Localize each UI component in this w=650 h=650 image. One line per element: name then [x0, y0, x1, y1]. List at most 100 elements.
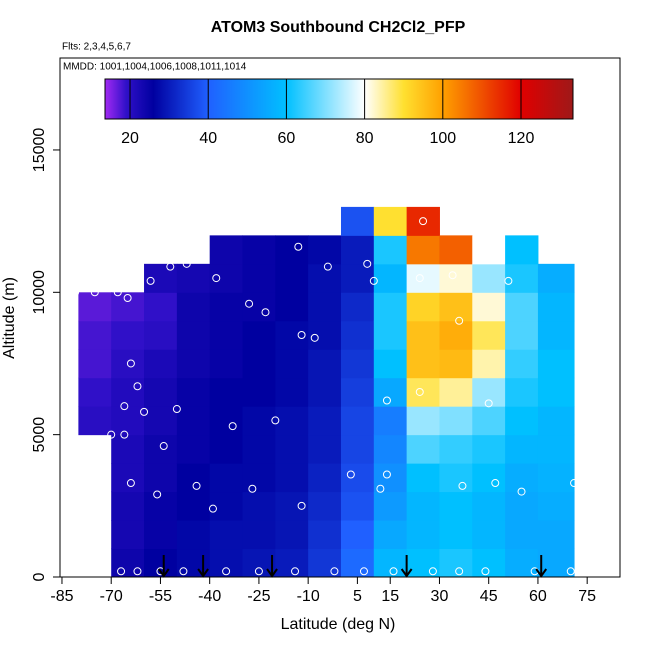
arrow: [266, 555, 278, 578]
heat-cell: [472, 263, 506, 293]
observation-point: [271, 416, 280, 425]
heat-cell: [472, 520, 506, 550]
x-tick-label: -85: [50, 588, 73, 605]
observation-point: [133, 382, 142, 391]
heat-cell: [406, 434, 440, 464]
chart-title: ATOM3 Southbound CH2Cl2_PFP: [211, 19, 466, 36]
arrow-head: [157, 568, 170, 578]
heat-cell: [144, 377, 178, 407]
heat-cell: [472, 377, 506, 407]
heat-cell: [176, 434, 211, 464]
heat-cell: [340, 206, 375, 236]
heat-cell: [537, 320, 575, 350]
heat-cell: [472, 235, 506, 265]
heat-cell: [505, 292, 539, 322]
heat-cell: [209, 377, 244, 407]
heat-cell: [406, 292, 440, 322]
heat-cell: [144, 406, 178, 436]
observation-point: [484, 399, 493, 408]
heat-cell: [176, 292, 211, 322]
heat-cell: [209, 406, 244, 436]
heat-cell: [242, 491, 276, 521]
heat-cell: [505, 349, 539, 379]
observation-point: [126, 479, 135, 488]
heat-cell: [373, 320, 408, 350]
colorbar-tick-label: 20: [121, 130, 139, 147]
heat-cell: [111, 292, 145, 322]
heat-cell: [242, 406, 276, 436]
heat-cell: [111, 463, 145, 493]
observation-point: [297, 331, 306, 340]
heat-cell: [340, 235, 375, 265]
heat-cell: [209, 292, 244, 322]
observation-point: [504, 276, 513, 285]
heat-cell: [439, 406, 473, 436]
heat-cell: [308, 292, 342, 322]
heat-cell: [340, 434, 375, 464]
colorbar: [104, 78, 574, 120]
heat-cell: [439, 491, 473, 521]
subtitle: Flts: 2,3,4,5,6,7: [62, 42, 131, 53]
heat-cell: [275, 491, 309, 521]
observation-point: [228, 422, 237, 431]
heat-cell: [242, 520, 276, 550]
heat-cell: [439, 520, 473, 550]
heat-cell: [505, 235, 539, 265]
heat-cell: [505, 491, 539, 521]
observation-point: [172, 405, 181, 414]
heat-cell: [373, 292, 408, 322]
heat-cell: [373, 235, 408, 265]
observation-point: [208, 504, 217, 513]
heat-cell: [242, 463, 276, 493]
heat-cell: [176, 491, 211, 521]
heat-cell: [340, 548, 375, 578]
heat-cell: [308, 235, 342, 265]
heat-cell: [308, 548, 342, 578]
heat-cell: [111, 406, 145, 436]
observation-point: [517, 487, 526, 496]
arrow-head: [197, 568, 209, 578]
observation-point: [389, 567, 398, 576]
observation-point: [455, 567, 464, 576]
heat-cell: [439, 349, 473, 379]
heat-cell: [406, 406, 440, 436]
heat-cell: [373, 406, 408, 436]
heat-cell: [439, 320, 473, 350]
heat-cell: [275, 434, 309, 464]
observation-point: [330, 567, 339, 576]
observation-point: [179, 567, 188, 576]
heat-cell: [144, 320, 178, 350]
observation-point: [120, 402, 129, 411]
colorbar-tick-label: 60: [278, 130, 296, 147]
heat-cell: [78, 292, 112, 322]
heat-cell: [537, 349, 575, 379]
colorbar-tick-label: 80: [356, 130, 374, 147]
observation-point: [182, 259, 191, 268]
observation-point: [419, 217, 428, 226]
observation-point: [491, 479, 500, 488]
heat-cell: [275, 349, 309, 379]
observation-point: [428, 567, 437, 576]
heat-cell: [111, 491, 145, 521]
x-tick-label: -25: [247, 588, 270, 605]
observation-point: [222, 567, 231, 576]
heat-cell: [537, 292, 575, 322]
heat-cell: [537, 263, 575, 293]
heat-cell: [176, 377, 211, 407]
heat-cell: [275, 320, 309, 350]
heat-cell: [406, 548, 440, 578]
annotation: MMDD: 1001,1004,1006,1008,1011,1014: [63, 62, 247, 73]
arrow: [157, 555, 170, 578]
heat-cell: [537, 406, 575, 436]
heat-cell: [472, 292, 506, 322]
heat-cell: [439, 463, 473, 493]
x-tick-label: -40: [198, 588, 221, 605]
heat-cell: [373, 491, 408, 521]
observation-point: [159, 442, 168, 451]
heat-cell: [275, 406, 309, 436]
observation-point: [90, 288, 99, 297]
heat-cell: [308, 491, 342, 521]
observation-point: [281, 214, 290, 223]
x-tick-label: -10: [297, 588, 320, 605]
observation-point: [126, 359, 135, 368]
